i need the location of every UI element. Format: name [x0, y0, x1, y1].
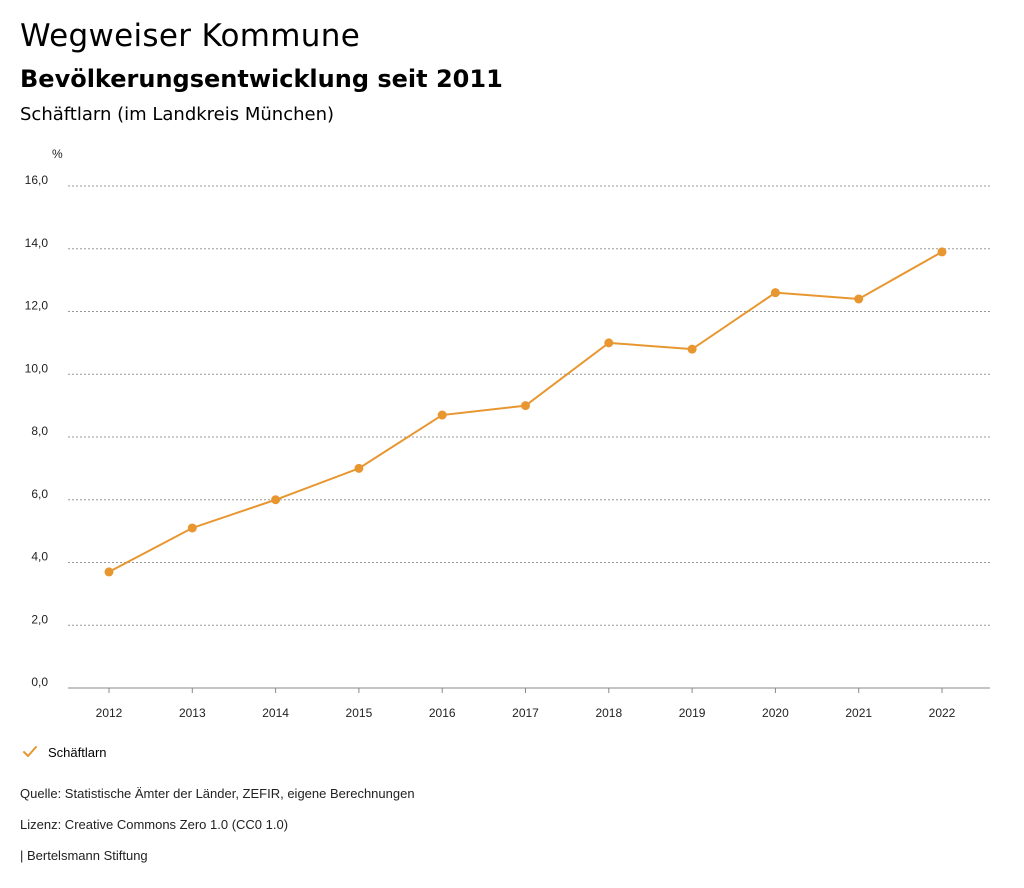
grid-lines — [68, 185, 990, 689]
data-point[interactable] — [604, 338, 614, 348]
x-tick-label: 2015 — [346, 706, 373, 720]
data-point[interactable] — [521, 401, 530, 411]
data-point[interactable] — [437, 410, 447, 420]
x-tick-label: 2017 — [512, 706, 539, 720]
y-tick-label: 16,0 — [25, 173, 49, 187]
x-tick-label: 2020 — [762, 706, 789, 720]
y-tick-label: 4,0 — [31, 550, 48, 564]
data-point[interactable] — [770, 288, 780, 298]
x-tick-label: 2016 — [429, 706, 456, 720]
y-tick-label: 14,0 — [25, 236, 49, 250]
y-tick-label: 6,0 — [31, 487, 48, 501]
legend-label: Schäftlarn — [48, 744, 107, 760]
x-tick-label: 2021 — [845, 706, 872, 720]
series-group — [104, 247, 947, 577]
y-tick-label: 8,0 — [31, 424, 48, 438]
data-point[interactable] — [687, 344, 697, 354]
chart-subtitle: Bevölkerungsentwicklung seit 2011 — [20, 65, 503, 93]
data-point[interactable] — [104, 567, 114, 577]
y-tick-label: 12,0 — [25, 299, 49, 313]
y-tick-label: 2,0 — [31, 612, 48, 626]
region-label: Schäftlarn (im Landkreis München) — [20, 104, 335, 125]
x-tick-label: 2022 — [929, 706, 956, 720]
y-axis-ticks: 0,0 2,0 4,0 6,0 8,0 10,0 12,0 14,0 16,0 — [25, 173, 49, 689]
legend[interactable]: Schäftlarn — [22, 744, 107, 760]
page-title: Wegweiser Kommune — [20, 18, 361, 54]
data-point[interactable] — [854, 294, 864, 304]
x-tick-label: 2013 — [179, 706, 206, 720]
data-point[interactable] — [354, 463, 364, 473]
line-chart: 0,0 2,0 4,0 6,0 8,0 10,0 12,0 14,0 16,0 2012 2013… — [25, 147, 990, 720]
y-axis-unit-label: % — [52, 147, 63, 161]
y-tick-label: 10,0 — [25, 361, 49, 375]
x-axis-ticks: 2012 2013 2014 2015 2016 2017 2018 2019 2020 2021… — [96, 688, 956, 720]
data-point[interactable] — [187, 523, 197, 533]
publisher-note: | Bertelsmann Stiftung — [20, 848, 148, 863]
x-tick-label: 2012 — [96, 706, 123, 720]
source-note: Quelle: Statistische Ämter der Länder, Z… — [20, 786, 415, 801]
x-tick-label: 2014 — [262, 706, 289, 720]
data-point[interactable] — [937, 247, 947, 257]
series-line — [108, 251, 943, 573]
data-point[interactable] — [271, 495, 281, 505]
y-tick-label: 0,0 — [31, 675, 48, 689]
license-note: Lizenz: Creative Commons Zero 1.0 (CC0 1… — [20, 817, 289, 832]
x-tick-label: 2018 — [595, 706, 622, 720]
x-tick-label: 2019 — [679, 706, 706, 720]
check-icon — [22, 744, 38, 760]
